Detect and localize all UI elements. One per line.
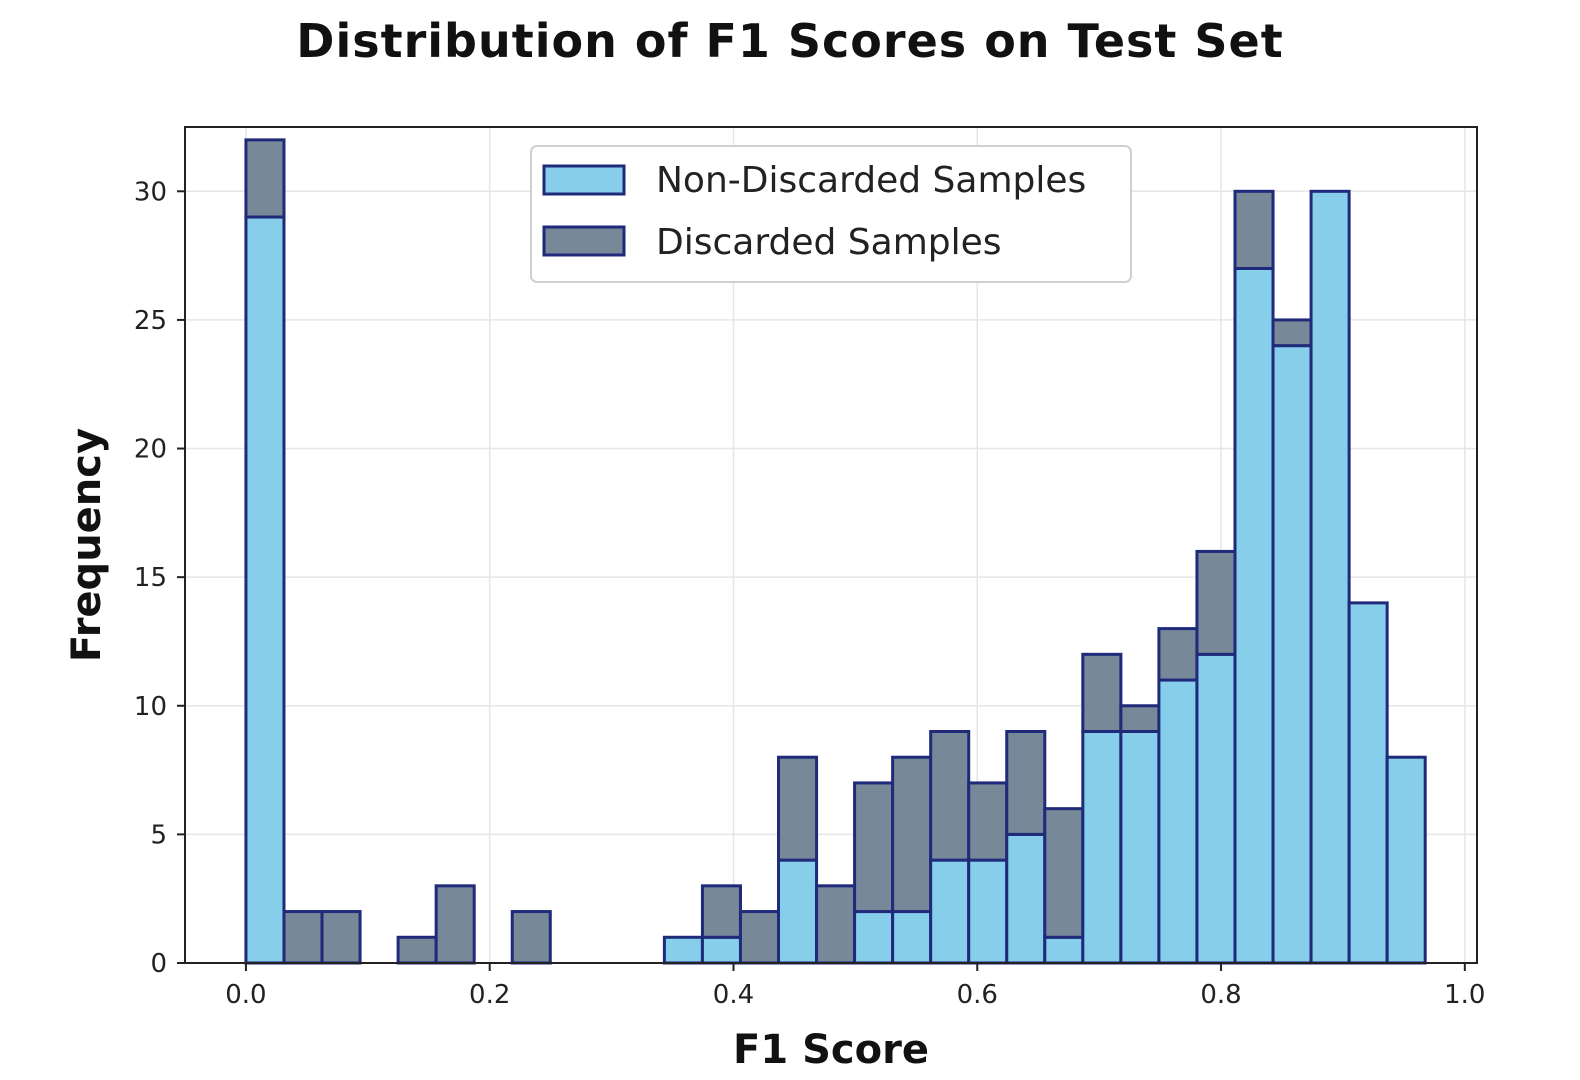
bar-discarded — [1195, 549, 1237, 656]
bar-discarded — [1043, 807, 1085, 939]
x-axis-label: F1 Score — [733, 1027, 929, 1073]
chart-title: Distribution of F1 Scores on Test Set — [296, 14, 1284, 68]
y-axis-label: Frequency — [64, 428, 110, 662]
x-tick-label: 1.0 — [1444, 980, 1485, 1010]
legend: Non-Discarded Samples Discarded Samples — [530, 145, 1132, 283]
bar-discarded — [282, 910, 324, 965]
y-tick-label: 30 — [134, 177, 167, 207]
y-tick-label: 20 — [134, 435, 167, 465]
bar-non-discarded — [967, 858, 1009, 965]
legend-box — [530, 145, 1132, 283]
y-tick-label: 5 — [150, 820, 167, 850]
legend-label-non-discarded: Non-Discarded Samples — [656, 160, 1086, 201]
y-tick-label: 10 — [134, 692, 167, 722]
bar-non-discarded — [1005, 832, 1047, 965]
bar-discarded — [320, 910, 362, 965]
bar-non-discarded — [891, 910, 933, 965]
legend-label-discarded: Discarded Samples — [656, 222, 1002, 263]
bar-discarded — [244, 138, 286, 219]
bar-non-discarded — [700, 935, 742, 965]
x-tick-label: 0.2 — [469, 980, 510, 1010]
bar-discarded — [891, 755, 933, 914]
bar-non-discarded — [929, 858, 971, 965]
bar-discarded — [967, 781, 1009, 862]
y-tick-label: 15 — [134, 563, 167, 593]
bar-non-discarded — [1271, 344, 1313, 965]
bar-non-discarded — [662, 935, 704, 965]
bar-discarded — [1005, 729, 1047, 836]
bar-discarded — [1157, 627, 1199, 682]
bar-discarded — [396, 935, 438, 965]
legend-swatch-non-discarded — [542, 164, 626, 196]
axis-ticks: 0.0 0.2 0.4 0.6 0.8 1.0 0 5 10 15 20 25 30 — [134, 177, 1486, 1010]
bar-discarded — [1233, 189, 1275, 270]
plot-frame — [184, 126, 1478, 964]
bar-discarded — [510, 910, 552, 965]
x-tick-label: 0.0 — [225, 980, 266, 1010]
bar-non-discarded — [1233, 266, 1275, 965]
bar-discarded — [434, 884, 476, 965]
bar-non-discarded — [1347, 601, 1389, 965]
bar-discarded — [815, 884, 857, 965]
y-tick-label: 0 — [150, 949, 167, 979]
y-tick-label: 25 — [134, 306, 167, 336]
bar-discarded — [853, 781, 895, 914]
bar-discarded — [929, 729, 971, 862]
bar-discarded — [1081, 652, 1123, 733]
x-tick-label: 0.8 — [1200, 980, 1241, 1010]
bar-non-discarded — [1195, 652, 1237, 965]
bar-non-discarded — [244, 215, 286, 965]
bar-discarded — [738, 910, 781, 965]
bar-non-discarded — [1043, 935, 1085, 965]
bar-discarded — [777, 755, 819, 862]
bar-discarded — [700, 884, 742, 939]
bar-non-discarded — [1157, 678, 1199, 965]
bar-non-discarded — [777, 858, 819, 965]
bar-non-discarded — [853, 910, 895, 965]
bar-discarded — [1119, 704, 1161, 733]
x-tick-label: 0.6 — [957, 980, 998, 1010]
bar-discarded — [1271, 318, 1313, 348]
bar-non-discarded — [1309, 189, 1351, 965]
x-tick-label: 0.4 — [713, 980, 754, 1010]
bar-non-discarded — [1119, 729, 1161, 965]
histogram-bars — [244, 138, 1427, 965]
legend-swatch-discarded — [542, 225, 626, 257]
bar-non-discarded — [1385, 755, 1427, 965]
bar-non-discarded — [1081, 729, 1123, 965]
